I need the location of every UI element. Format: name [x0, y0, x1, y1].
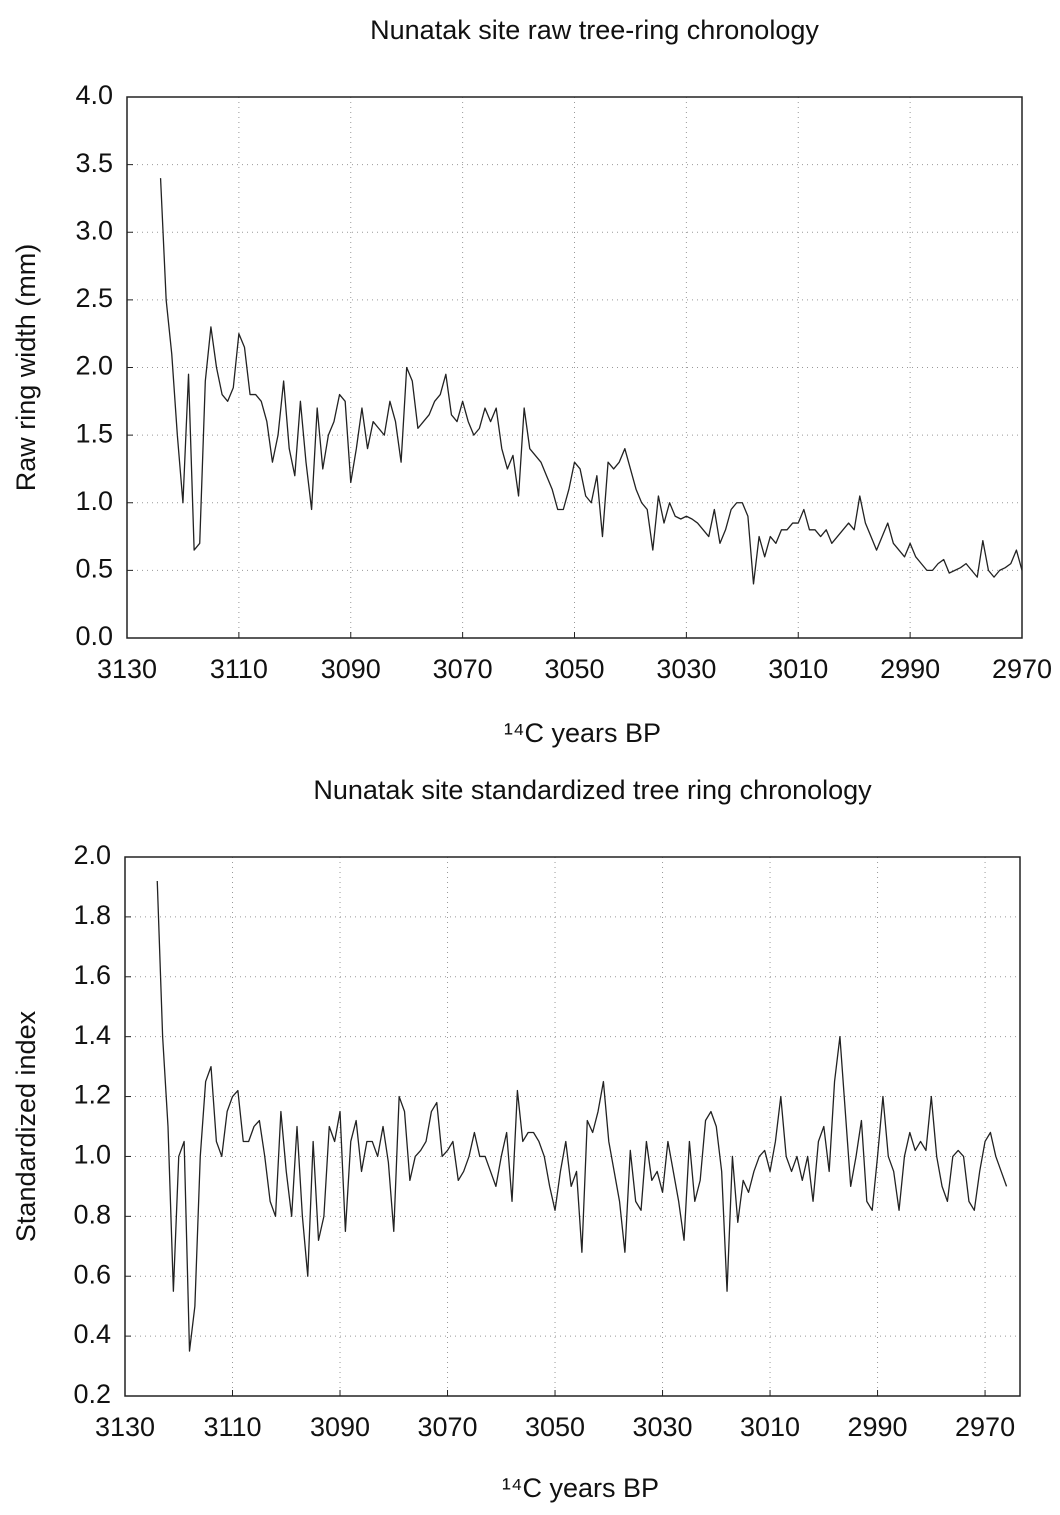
y-tick-label: 1.8: [73, 900, 111, 930]
y-tick-label: 0.6: [73, 1259, 111, 1289]
x-tick-label: 3130: [95, 1412, 155, 1442]
y-tick-label: 0.0: [75, 621, 113, 651]
x-tick-label: 3050: [525, 1412, 585, 1442]
y-tick-label: 0.8: [73, 1199, 111, 1229]
y-tick-label: 1.0: [75, 486, 113, 516]
x-tick-label: 2990: [848, 1412, 908, 1442]
y-tick-label: 1.4: [73, 1020, 111, 1050]
y-tick-label: 0.4: [73, 1319, 111, 1349]
y-tick-label: 1.0: [73, 1140, 111, 1170]
y-tick-label: 1.2: [73, 1080, 111, 1110]
x-tick-label: 3130: [97, 654, 157, 684]
x-tick-label: 2970: [992, 654, 1052, 684]
y-tick-label: 2.0: [73, 840, 111, 870]
chart-title: Nunatak site standardized tree ring chro…: [313, 775, 872, 805]
x-tick-label: 3090: [321, 654, 381, 684]
y-axis-label: Raw ring width (mm): [11, 244, 41, 492]
x-tick-label: 3050: [544, 654, 604, 684]
x-tick-label: 3010: [740, 1412, 800, 1442]
chart-title: Nunatak site raw tree-ring chronology: [370, 15, 819, 45]
y-tick-label: 3.0: [75, 215, 113, 245]
x-tick-label: 3010: [768, 654, 828, 684]
x-tick-label: 3090: [310, 1412, 370, 1442]
x-tick-label: 3070: [417, 1412, 477, 1442]
y-tick-label: 4.0: [75, 80, 113, 110]
x-tick-label: 3110: [210, 654, 268, 684]
x-axis-label: ¹⁴C years BP: [502, 1473, 659, 1503]
x-tick-label: 2970: [955, 1412, 1015, 1442]
data-line: [156, 880, 1008, 1352]
x-tick-label: 3070: [433, 654, 493, 684]
x-tick-label: 3110: [203, 1412, 261, 1442]
y-tick-label: 1.6: [73, 960, 111, 990]
y-tick-label: 0.5: [75, 554, 113, 584]
plot-frame: [126, 96, 1023, 639]
y-tick-label: 1.5: [75, 418, 113, 448]
plot-frame: [124, 856, 1021, 1397]
x-tick-label: 3030: [632, 1412, 692, 1442]
data-line: [159, 178, 1023, 585]
y-tick-label: 0.2: [73, 1379, 111, 1409]
x-tick-label: 2990: [880, 654, 940, 684]
y-tick-label: 2.5: [75, 283, 113, 313]
y-axis-label: Standardized index: [11, 1010, 41, 1242]
x-tick-label: 3030: [656, 654, 716, 684]
y-tick-label: 2.0: [75, 351, 113, 381]
y-tick-label: 3.5: [75, 148, 113, 178]
x-axis-label: ¹⁴C years BP: [504, 718, 661, 748]
